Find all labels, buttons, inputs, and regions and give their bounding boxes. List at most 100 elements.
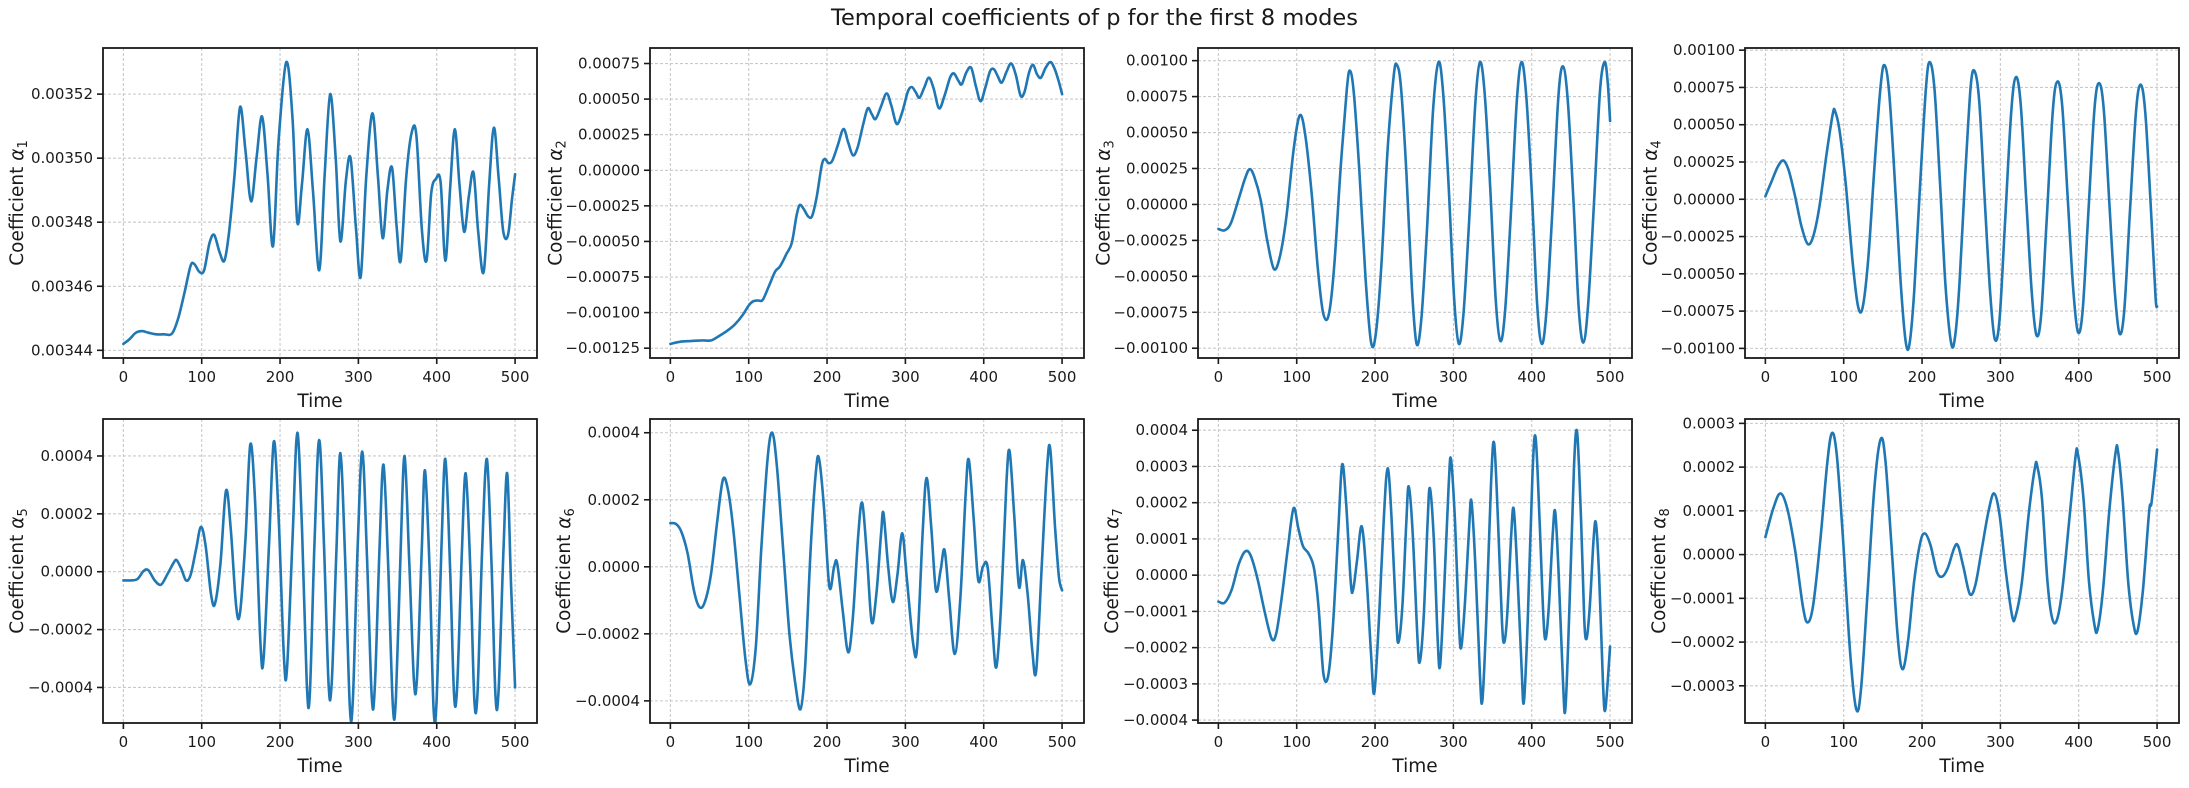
y-tick-label: −0.00050: [1113, 267, 1188, 285]
y-tick-label: 0.00000: [578, 161, 640, 179]
x-tick-label: 500: [2143, 368, 2172, 386]
subplot-alpha-4-canvas: 0 100 200 300 400 500 0.00100 0.00075 0.00050 0.0…: [1642, 41, 2180, 408]
y-tick-label: −0.00100: [565, 304, 640, 322]
tick-labels: 0 100 200 300 400 500 0.00100 0.00075 0.00050 0.0…: [1660, 41, 2171, 386]
tick-marks: [644, 62, 1063, 364]
axes-spines: [1744, 47, 2180, 359]
y-tick-label: 0.0000: [588, 558, 641, 576]
grid: [1745, 419, 2179, 723]
y-tick-label: 0.0001: [1136, 530, 1189, 548]
x-tick-label: 200: [1361, 368, 1390, 386]
x-tick-label: 200: [1908, 368, 1937, 386]
y-tick-label: −0.0003: [1670, 677, 1735, 695]
y-axis-label: Coefficient α7: [1102, 508, 1126, 634]
y-axis-label: Coefficient α4: [1642, 140, 1665, 266]
y-tick-label: −0.00075: [1113, 303, 1188, 321]
x-tick-label: 300: [1986, 733, 2015, 751]
y-tick-label: 0.0002: [1683, 458, 1736, 476]
x-tick-label: 300: [891, 368, 920, 386]
x-tick-label: 500: [501, 368, 530, 386]
axes-spines: [1744, 418, 2180, 724]
alpha_5-curve: [122, 431, 517, 723]
tick-labels: 0 100 200 300 400 500 0.00100 0.00075 0.00050 0.0…: [1113, 52, 1624, 386]
subplot-alpha-5-canvas: 0 100 200 300 400 500 0.0004 0.0002 0.0000 −0.000…: [7, 418, 538, 777]
y-tick-label: −0.00125: [565, 339, 640, 357]
x-tick-label: 100: [1282, 733, 1311, 751]
grid: [103, 419, 537, 723]
y-tick-label: 0.00050: [578, 90, 640, 108]
y-tick-label: 0.0004: [1136, 421, 1189, 439]
y-axis-label: Coefficient α6: [554, 508, 578, 634]
x-tick-label: 100: [1282, 368, 1311, 386]
x-axis-label: Time: [296, 756, 342, 777]
x-tick-label: 500: [2143, 733, 2172, 751]
y-axis-label: Coefficient α2: [547, 140, 570, 266]
y-tick-label: −0.00100: [1113, 339, 1188, 357]
subplot-alpha-4: 0 100 200 300 400 500 0.00100 0.00075 0.00050 0.0…: [1642, 28, 2189, 408]
x-tick-label: 200: [813, 733, 842, 751]
tick-marks: [1739, 49, 2158, 364]
y-tick-label: −0.00025: [565, 197, 640, 215]
axes-background: [103, 419, 537, 723]
y-tick-label: 0.00025: [1673, 153, 1735, 171]
y-tick-label: −0.00050: [1660, 265, 1735, 283]
alpha_6-curve: [669, 431, 1064, 711]
x-tick-label: 400: [1517, 733, 1546, 751]
x-tick-label: 500: [1596, 368, 1625, 386]
y-tick-label: 0.00075: [578, 55, 640, 73]
y-tick-label: −0.0004: [575, 692, 640, 710]
y-tick-label: 0.0004: [41, 447, 94, 465]
subplot-alpha-5: 0 100 200 300 400 500 0.0004 0.0002 0.0000 −0.000…: [0, 408, 547, 788]
x-tick-label: 300: [1986, 368, 2015, 386]
y-tick-label: 0.0001: [1683, 502, 1736, 520]
y-tick-label: −0.00025: [1660, 228, 1735, 246]
x-tick-label: 500: [501, 733, 530, 751]
tick-labels: 0 100 200 300 400 500 0.0004 0.0003 0.0002 0.0001…: [1123, 421, 1624, 751]
y-tick-label: −0.00050: [565, 232, 640, 250]
y-axis-label: Coefficient α3: [1095, 140, 1118, 266]
x-tick-label: 100: [1829, 368, 1858, 386]
y-tick-label: 0.00348: [31, 213, 93, 231]
y-tick-label: 0.0004: [588, 424, 641, 442]
x-axis-label: Time: [1391, 756, 1437, 777]
x-tick-label: 200: [813, 368, 842, 386]
x-tick-label: 200: [1908, 733, 1937, 751]
alpha_7-curve: [1217, 428, 1612, 715]
y-axis-label: Coefficient α5: [7, 508, 31, 634]
y-tick-label: 0.0002: [1136, 494, 1189, 512]
y-tick-label: −0.00100: [1660, 339, 1735, 357]
tick-labels: 0 100 200 300 400 500 0.00344 0.00346 0.00348 0.0…: [31, 85, 529, 386]
x-tick-label: 0: [119, 368, 129, 386]
y-tick-label: −0.0002: [28, 621, 93, 639]
x-tick-label: 500: [1048, 733, 1077, 751]
y-axis-label: Coefficient α1: [7, 140, 31, 266]
x-tick-label: 400: [2064, 733, 2093, 751]
tick-marks: [1192, 59, 1611, 364]
x-tick-label: 400: [1517, 368, 1546, 386]
y-tick-label: 0.00346: [31, 277, 93, 295]
x-tick-label: 100: [734, 733, 763, 751]
axes-spines: [1197, 418, 1633, 724]
x-tick-label: 100: [187, 368, 216, 386]
x-tick-label: 200: [266, 733, 295, 751]
x-tick-label: 0: [666, 733, 676, 751]
y-tick-label: −0.00025: [1113, 231, 1188, 249]
axes-spines: [649, 47, 1085, 359]
x-tick-label: 300: [1439, 733, 1468, 751]
x-tick-label: 0: [666, 368, 676, 386]
y-tick-label: −0.0001: [1670, 589, 1735, 607]
y-tick-label: 0.0003: [1683, 414, 1736, 432]
x-tick-label: 200: [266, 368, 295, 386]
y-tick-label: −0.0004: [1123, 711, 1188, 729]
subplot-alpha-3-canvas: 0 100 200 300 400 500 0.00100 0.00075 0.00050 0.0…: [1095, 47, 1633, 408]
y-tick-label: 0.00344: [31, 341, 93, 359]
y-tick-label: −0.0002: [1123, 639, 1188, 657]
y-tick-label: 0.00025: [1126, 159, 1188, 177]
y-tick-label: −0.00075: [565, 268, 640, 286]
subplot-alpha-8: 0 100 200 300 400 500 0.0003 0.0002 0.0001 0.0000…: [1642, 408, 2189, 788]
y-tick-label: 0.00100: [1673, 41, 1735, 59]
y-tick-label: −0.0002: [575, 625, 640, 643]
x-axis-label: Time: [1938, 391, 1984, 408]
x-tick-label: 0: [119, 733, 129, 751]
